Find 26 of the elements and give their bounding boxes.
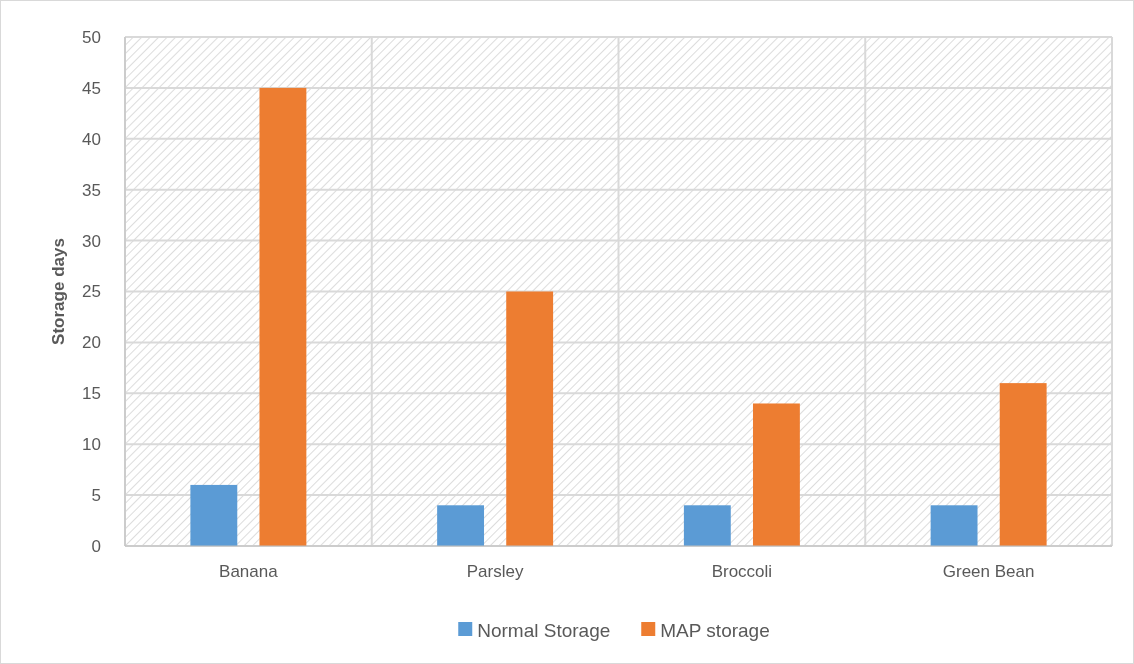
y-tick-label: 35 [82,180,101,200]
bar [999,383,1047,546]
y-tick-label: 30 [82,231,101,251]
bar [437,505,485,546]
y-axis-title: Storage days [49,238,68,345]
x-tick-label: Green Bean [942,562,1035,581]
bar [259,87,307,546]
x-tick-label: Banana [219,562,279,581]
bar [930,505,978,546]
y-tick-label: 20 [82,333,101,353]
bar [752,403,800,546]
y-tick-label: 10 [82,435,101,455]
y-tick-label: 50 [82,27,101,47]
x-tick-label: Broccoli [711,562,773,581]
y-tick-label: 15 [82,384,101,404]
bar [683,505,731,546]
bar [506,291,554,546]
y-tick-label: 5 [91,486,101,506]
legend-label: MAP storage [660,619,770,641]
y-tick-label: 25 [82,282,101,302]
x-tick-label: Parsley [466,562,524,581]
y-tick-label: 40 [82,129,101,149]
y-tick-label: 45 [82,78,101,98]
legend-label: Normal Storage [477,619,611,641]
bar [190,484,238,546]
y-tick-label: 0 [91,536,101,556]
